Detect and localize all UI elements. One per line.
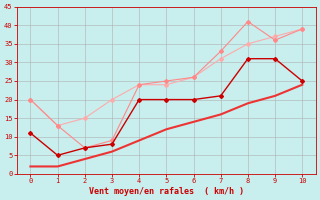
X-axis label: Vent moyen/en rafales  ( km/h ): Vent moyen/en rafales ( km/h ) xyxy=(89,187,244,196)
